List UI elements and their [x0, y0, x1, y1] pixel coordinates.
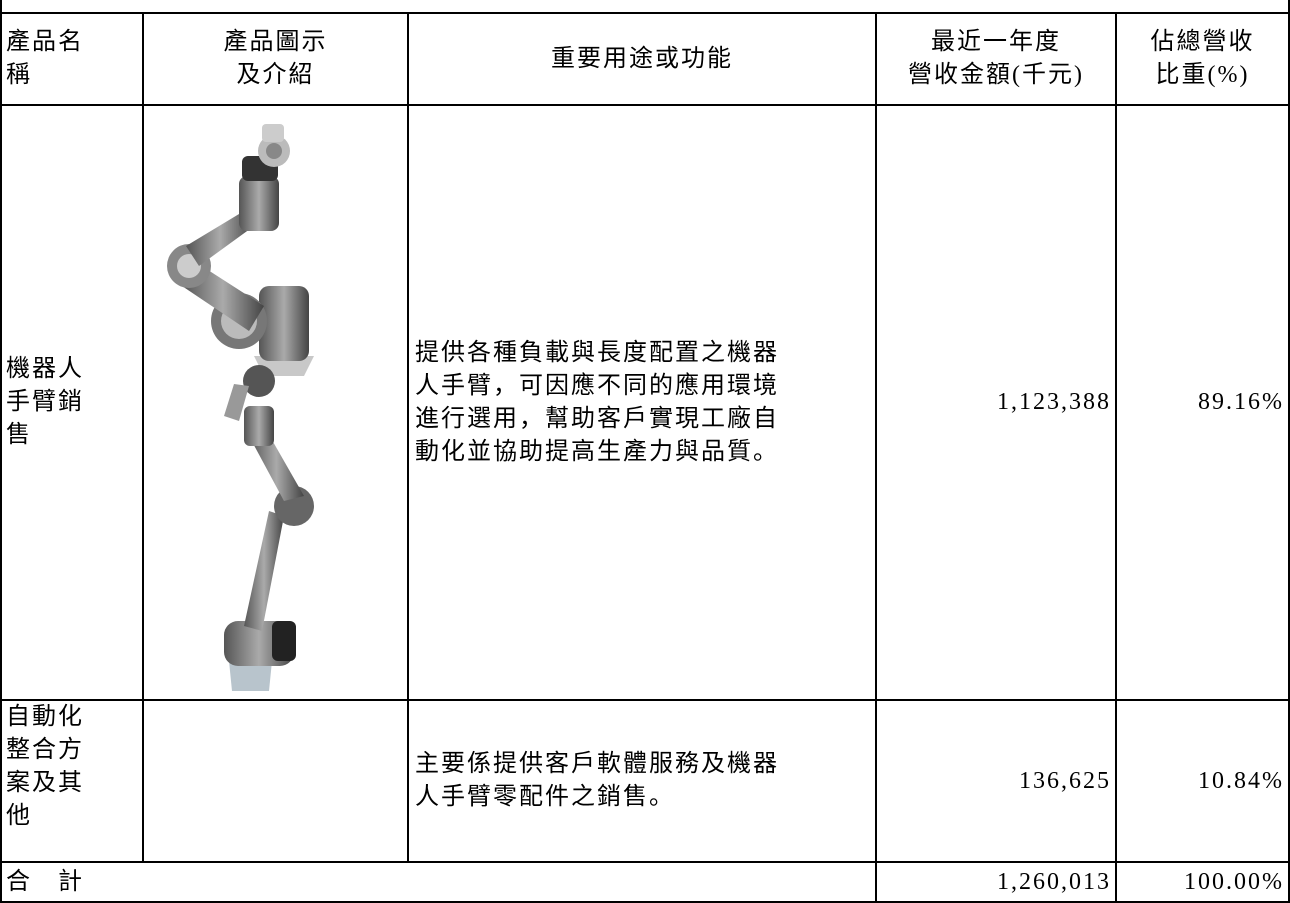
product-name: 自動化整合方案及其他 — [2, 701, 142, 861]
robot-arm-1 — [167, 124, 314, 376]
border — [407, 12, 409, 862]
text-line: 比重(%) — [1155, 62, 1250, 88]
text-line: 合 計 — [6, 868, 84, 895]
text-line: 整合方 — [6, 737, 84, 763]
text-line: 136,625 — [1019, 767, 1111, 794]
text-line: 最近一年度 — [931, 29, 1061, 55]
border — [1288, 0, 1290, 903]
header-cell: 產品圖示 及介紹 — [144, 14, 407, 104]
revenue: 1,123,388 — [877, 106, 1115, 699]
text-line: 自動化 — [6, 704, 84, 730]
border — [1115, 12, 1117, 903]
border — [142, 12, 144, 862]
product-name: 機器人 手臂銷售 — [2, 106, 142, 699]
text-line: 他 — [6, 803, 32, 829]
product-image — [167, 124, 314, 691]
text-line: 主要係提供客戶軟體服務及機器 — [415, 751, 779, 777]
text-line: 稱 — [6, 62, 32, 88]
header-cell: 重要用途或功能 — [409, 14, 875, 104]
text-line: 機器人 — [6, 356, 84, 382]
total-share: 100.00% — [1117, 863, 1288, 901]
total-label: 合 計 — [2, 863, 872, 901]
text-line: 佔總營收 — [1150, 29, 1255, 55]
border — [0, 104, 1290, 106]
text-line: 1,260,013 — [997, 868, 1111, 895]
border — [0, 0, 2, 903]
text-line: 10.84% — [1198, 767, 1284, 794]
text-line: 售 — [6, 422, 32, 448]
border — [0, 861, 1290, 863]
text-line: 重要用途或功能 — [551, 45, 733, 72]
share: 89.16% — [1117, 106, 1288, 699]
text-line: 提供各種負載與長度配置之機器 — [415, 339, 779, 366]
text-line: 1,123,388 — [997, 389, 1111, 415]
text-line: 人手臂，可因應不同的應用環境 — [415, 372, 779, 399]
text-line: 手臂銷 — [6, 389, 84, 415]
border — [0, 12, 1290, 14]
header-cell: 最近一年度營收金額(千元) — [877, 14, 1115, 104]
share: 10.84% — [1117, 701, 1288, 861]
revenue: 136,625 — [877, 701, 1115, 861]
product-description: 提供各種負載與長度配置之機器 人手臂，可因應不同的應用環境 進行選用，幫助客戶實現工… — [411, 106, 877, 699]
text-line: 產品圖示 — [223, 29, 328, 55]
product-description: 主要係提供客戶軟體服務及機器 人手臂零配件之銷售。 — [411, 701, 877, 861]
total-revenue: 1,260,013 — [877, 863, 1115, 901]
text-line: 進行選用，幫助客戶實現工廠自 — [415, 405, 779, 432]
text-line: 89.16% — [1198, 389, 1284, 415]
header-cell: 佔總營收比重(%) — [1117, 14, 1288, 104]
text-line: 人手臂零配件之銷售。 — [415, 784, 675, 810]
border — [0, 901, 1290, 903]
text-line: 營收金額(千元) — [908, 62, 1084, 88]
text-line: 動化並協助提高生產力與品質。 — [415, 438, 779, 465]
border — [0, 699, 1290, 701]
text-line: 及介紹 — [236, 62, 315, 88]
robot-arm-2 — [224, 365, 314, 691]
text-line: 案及其 — [6, 770, 84, 796]
text-line: 100.00% — [1184, 868, 1284, 895]
border — [875, 12, 877, 903]
header-cell: 產品名稱 — [2, 14, 142, 104]
text-line: 產品名 — [6, 29, 84, 55]
